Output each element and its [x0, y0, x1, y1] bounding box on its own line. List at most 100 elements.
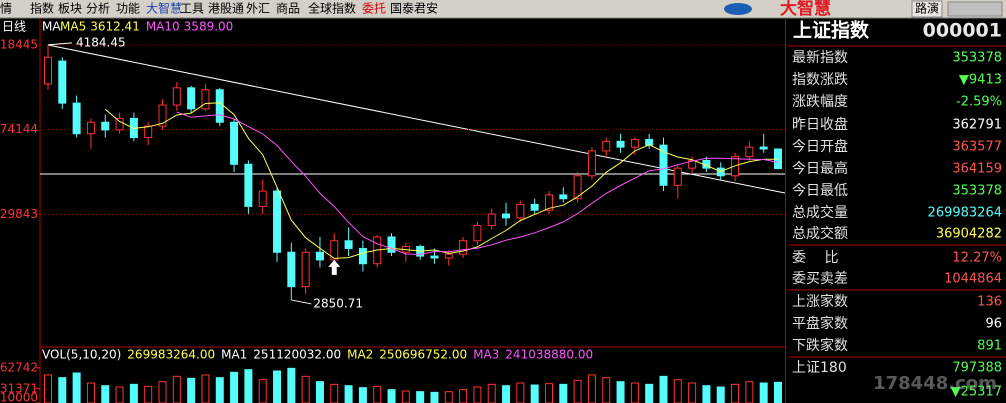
- quote-value: 269983264: [928, 206, 1002, 221]
- volume-bar: [187, 377, 196, 403]
- ma-label: MA: [42, 20, 61, 34]
- quote-label: 今日最高: [792, 160, 848, 177]
- volume-bar: [587, 374, 596, 403]
- volume-bar: [716, 386, 725, 403]
- quote-label: 下跌家数: [792, 337, 848, 354]
- quote-title: 上证指数: [793, 19, 870, 42]
- menu-item[interactable]: 大智慧: [146, 1, 182, 16]
- volume-header: MA1: [221, 348, 247, 362]
- quote-value: -2.59%: [956, 95, 1002, 110]
- candle-body: [759, 146, 768, 150]
- quote-value: 96: [985, 317, 1002, 332]
- roadshow-button[interactable]: [911, 0, 943, 18]
- ma-name: MA5: [60, 20, 86, 34]
- menu-item[interactable]: 板块: [58, 2, 82, 16]
- volume-bar: [444, 391, 453, 403]
- candle-body: [516, 203, 525, 219]
- menu-item[interactable]: 港股通: [208, 2, 244, 16]
- candle-body: [301, 251, 310, 288]
- volume-bar: [659, 375, 668, 403]
- volume-bar: [630, 382, 639, 403]
- menu-item[interactable]: 功能: [116, 2, 140, 16]
- logo-text: 大智慧: [780, 0, 831, 19]
- volume-bar: [573, 379, 582, 403]
- volume-bar: [230, 371, 239, 403]
- candle-body: [172, 87, 181, 106]
- menu-item[interactable]: 指数: [30, 1, 54, 16]
- quote-value: 797388: [952, 361, 1002, 376]
- annotation-leader: [291, 299, 312, 305]
- volume-bar: [602, 377, 611, 403]
- window-controls[interactable]: [947, 1, 1003, 17]
- volume-header: VOL(5,10,20): [42, 348, 121, 362]
- volume-bar: [502, 385, 511, 403]
- menu-item[interactable]: 全球指数: [308, 1, 356, 16]
- volume-bar: [745, 381, 754, 403]
- quote-code: 000001: [923, 20, 1002, 42]
- volume-bar: [731, 383, 740, 403]
- quote-value: 891: [977, 339, 1002, 354]
- candle-body: [215, 89, 224, 123]
- candle-body: [673, 167, 682, 186]
- annotation-leader: [47, 42, 73, 46]
- quote-value: 36904282: [936, 227, 1002, 242]
- candle-body: [559, 194, 568, 200]
- candle-body: [387, 236, 396, 253]
- quote-label: 今日开盘: [792, 138, 848, 155]
- candle-body: [659, 144, 668, 186]
- quote-label: 指数涨跌: [792, 72, 848, 88]
- candle-body: [616, 140, 625, 148]
- quote-label: 涨跌幅度: [792, 94, 848, 110]
- volume-bar: [774, 381, 782, 403]
- watermark: 178448.com: [873, 373, 997, 394]
- candle-body: [630, 138, 639, 148]
- volume-bar: [473, 386, 482, 403]
- volume-bar: [759, 382, 768, 403]
- menu-item[interactable]: 工具: [180, 2, 204, 16]
- candle-body: [502, 213, 511, 219]
- quote-value: 364159: [952, 162, 1002, 177]
- ma-name: MA10: [146, 20, 180, 34]
- menu-item[interactable]: 商品: [276, 1, 300, 16]
- candle-body: [358, 247, 367, 265]
- volume-bar: [430, 391, 439, 403]
- quote-value: 12.27%: [952, 251, 1002, 266]
- menu-item[interactable]: 情: [0, 2, 12, 16]
- menu-item[interactable]: 国泰君安: [390, 1, 438, 16]
- volume-bar: [373, 385, 382, 403]
- volume-header: MA2: [347, 348, 373, 362]
- menu-item[interactable]: 委托: [362, 2, 386, 16]
- volume-header: 251120032.00: [253, 348, 341, 362]
- quote-label: 昨日收盘: [792, 116, 848, 133]
- candle-body: [158, 104, 167, 127]
- ma-value: 3589.00: [184, 20, 234, 34]
- quote-value: 136: [977, 295, 1002, 310]
- candle-body: [530, 203, 539, 211]
- volume-bar: [244, 369, 253, 403]
- menu-item[interactable]: 分析: [86, 2, 110, 16]
- candle-body: [745, 146, 754, 158]
- candle-body: [473, 224, 482, 242]
- marker-arrow: [328, 259, 341, 275]
- volume-bar: [530, 384, 539, 403]
- roadshow-label[interactable]: 路演: [915, 1, 939, 16]
- candle-body: [774, 148, 782, 170]
- quote-label: 最新指数: [792, 50, 848, 66]
- candle-body: [344, 240, 353, 249]
- volume-bar: [287, 367, 296, 403]
- volume-header: 269983264.00: [127, 348, 215, 362]
- volume-bar: [358, 387, 367, 403]
- quote-value: 362791: [952, 118, 1002, 133]
- volume-bar: [58, 377, 67, 403]
- period-label: 日线: [2, 20, 26, 34]
- quote-label: 上涨家数: [792, 293, 848, 310]
- volume-bar: [688, 382, 697, 403]
- candle-body: [244, 163, 253, 207]
- quote-label: 上证180: [792, 360, 847, 376]
- volume-bar: [115, 386, 124, 403]
- menu-item[interactable]: 外汇: [246, 2, 270, 16]
- candle-body: [330, 240, 339, 261]
- candle-body: [430, 255, 439, 259]
- volume-bar: [258, 379, 267, 403]
